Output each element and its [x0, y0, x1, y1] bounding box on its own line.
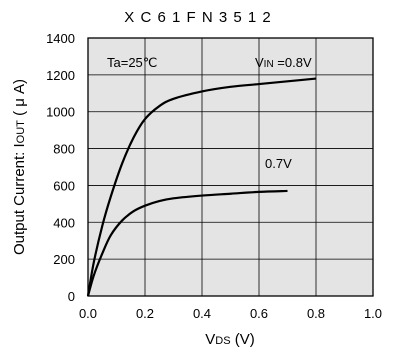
- annotation-vin-value: =0.8V: [274, 55, 312, 70]
- x-tick-labels: 0.0 0.2 0.4 0.6 0.8 1.0: [79, 306, 382, 321]
- y-axis-label: Output Current: IOUT ( μ A): [11, 79, 28, 255]
- plot-area: [88, 38, 373, 296]
- x-tick-label: 0.4: [193, 306, 211, 321]
- y-tick-label: 1400: [46, 31, 75, 46]
- plot-frame: [87, 37, 374, 297]
- y-tick-label: 200: [53, 252, 75, 267]
- x-axis-label-main: V: [205, 331, 215, 348]
- x-tick-label: 0.8: [307, 306, 325, 321]
- y-tick-label: 1200: [46, 68, 75, 83]
- x-axis-label-sub: DS: [215, 335, 230, 347]
- y-axis-label-sub: OUT: [15, 120, 27, 144]
- chart-title: X C 6 1 F N 3 5 1 2: [124, 9, 271, 26]
- y-tick-label: 0: [68, 289, 75, 304]
- y-tick-labels: 0 200 400 600 800 1000 1200 1400: [46, 31, 75, 304]
- x-tick-label: 0.0: [79, 306, 97, 321]
- x-tick-label: 1.0: [364, 306, 382, 321]
- y-axis-label-main: Output Current: I: [11, 143, 28, 255]
- x-tick-label: 0.6: [250, 306, 268, 321]
- y-tick-label: 600: [53, 178, 75, 193]
- y-tick-label: 1000: [46, 105, 75, 120]
- annotation-second-curve: 0.7V: [265, 156, 292, 171]
- series-line-0: [86, 77, 317, 297]
- series-line-1: [86, 189, 288, 297]
- y-axis-label-unit: ( μ A): [11, 79, 28, 120]
- annotation-vin: VIN =0.8V: [255, 55, 312, 70]
- x-axis-label: VDS (V): [205, 331, 254, 348]
- y-tick-label: 800: [53, 142, 75, 157]
- annotation-vin-main: V: [255, 55, 264, 70]
- annotation-vin-sub: IN: [264, 59, 274, 70]
- y-tick-label: 400: [53, 215, 75, 230]
- series-layer: [86, 77, 317, 297]
- annotation-condition: Ta=25℃: [107, 55, 157, 70]
- x-tick-label: 0.2: [136, 306, 154, 321]
- x-axis-label-unit: (V): [231, 331, 255, 348]
